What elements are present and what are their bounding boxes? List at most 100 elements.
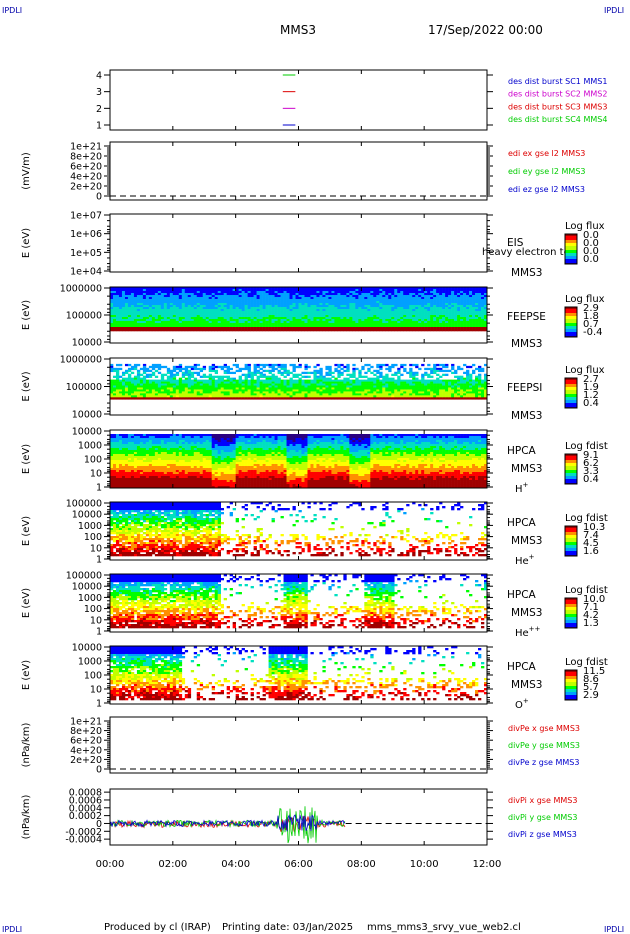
legend-entry: des dist burst SC3 MMS3 [508, 102, 607, 111]
colorbar-tick-label: 6.2 [583, 458, 599, 469]
spectrogram-feepse [110, 287, 488, 332]
colorbar [564, 233, 578, 265]
spacecraft-label: MMS3 [511, 535, 542, 547]
y-tick-label: 1000 [78, 441, 102, 452]
y-tick-label: 1 [96, 627, 102, 638]
instrument-label: HPCA [507, 445, 537, 457]
y-tick-label: 2e+20 [70, 182, 102, 193]
legend-entry: divPi y gse MMS3 [508, 813, 577, 822]
colorbar-tick-label: 0.4 [583, 398, 599, 409]
y-axis-label: E (eV) [21, 444, 32, 474]
divpi-series-z [109, 814, 346, 832]
y-axis-label: E (eV) [21, 516, 32, 546]
y-tick-label: 1 [96, 699, 102, 710]
x-tick-label: 04:00 [221, 859, 250, 870]
colorbar-tick-label: 1.3 [583, 618, 599, 629]
colorbar-title: Log flux [565, 221, 605, 232]
y-tick-label: 10 [90, 685, 102, 696]
colorbar-title: Log flux [565, 294, 605, 305]
panel-feepsi: 1000000 100000 10000 E (eV) FEEPSI MMS3 Log fl… [21, 355, 605, 423]
y-tick-label: 1e+07 [70, 211, 102, 222]
panels: 4 3 2 1 des dist burst SC1 MMS1 des dist burs… [21, 69, 608, 846]
y-tick-label: 100000 [66, 382, 102, 393]
y-axis-label: E (eV) [21, 228, 32, 258]
y-tick-label: 10000 [72, 582, 102, 593]
colorbar [564, 377, 578, 409]
corner-label-bottom-left: IPDLI [2, 925, 22, 934]
spectrogram-hpca_he1 [110, 502, 488, 557]
instrument-label: EIS [507, 237, 524, 249]
colorbar [564, 525, 578, 557]
species-label: O+ [515, 697, 529, 711]
instrument-label: HPCA [507, 589, 537, 601]
colorbar-title: Log fdist [565, 513, 608, 524]
colorbar-tick-label: 0.7 [583, 319, 599, 330]
y-tick-label: 0 [96, 765, 102, 776]
x-tick-label: 02:00 [158, 859, 187, 870]
panel-eis: 1e+07 1e+06 1e+05 1e+04 E (eV) EIS MMS3 heavy e… [21, 211, 605, 280]
instrument-label: HPCA [507, 661, 537, 673]
corner-label-top-left: IPDLI [2, 6, 22, 15]
y-tick-label: 10000 [72, 410, 102, 421]
y-tick-label: 8e+20 [70, 152, 102, 163]
colorbar-tick-label: 10.0 [583, 594, 605, 605]
legend-entry: des dist burst SC4 MMS4 [508, 115, 607, 124]
y-tick-label: 1000 [78, 593, 102, 604]
legend-entry: divPe y gse MMS3 [508, 741, 580, 750]
colorbar-tick-label: -0.4 [583, 327, 603, 338]
legend-entry: divPi z gse MMS3 [508, 830, 577, 839]
y-tick-label: 4e+20 [70, 172, 102, 183]
colorbar-tick-label: 1.6 [583, 546, 599, 557]
y-tick-label: 1e+05 [70, 248, 102, 259]
instrument-label: HPCA [507, 517, 537, 529]
y-axis-label: E (eV) [21, 588, 32, 618]
panel-hpca_o: 10000 1000 100 10 1 E (eV) HPCA MMS3 O+ Log fdist… [21, 643, 608, 712]
colorbar [564, 306, 578, 338]
legend-entry: divPi x gse MMS3 [508, 796, 577, 805]
colorbar-title: Log fdist [565, 585, 608, 596]
y-tick-label: 1000 [78, 521, 102, 532]
species-label: H+ [515, 481, 529, 495]
date-title: 17/Sep/2022 00:00 [428, 23, 543, 37]
colorbar-tick-label: 1.9 [583, 382, 599, 393]
y-tick-label: 1 [96, 555, 102, 566]
spectrogram-hpca_he2 [110, 574, 488, 629]
legend-entry: edi ey gse l2 MMS3 [508, 167, 586, 176]
y-tick-label: 1000 [78, 657, 102, 668]
y-tick-label: 6e+20 [70, 736, 102, 747]
y-tick-label: 100 [84, 455, 102, 466]
colorbar-tick-label: 0.0 [583, 238, 599, 249]
y-tick-label: 100000 [66, 499, 102, 510]
spacecraft-label: MMS3 [511, 410, 542, 422]
y-tick-label: 2e+20 [70, 755, 102, 766]
y-tick-label: 100 [84, 604, 102, 615]
y-tick-label: 1000000 [60, 284, 102, 295]
species-label: He+ [515, 553, 535, 567]
colorbar-tick-label: 2.7 [583, 374, 599, 385]
y-tick-label: 0.0002 [69, 811, 102, 822]
y-tick-label: 4 [96, 71, 102, 82]
y-tick-label: 0 [96, 819, 102, 830]
y-tick-label: 1e+06 [70, 229, 102, 240]
y-tick-label: 0 [96, 192, 102, 203]
colorbar-tick-label: 10.3 [583, 522, 605, 533]
x-tick-label: 00:00 [96, 859, 125, 870]
y-tick-label: 10 [90, 615, 102, 626]
colorbar-tick-label: 7.1 [583, 602, 599, 613]
colorbar-tick-label: 9.1 [583, 450, 599, 461]
colorbar-tick-label: 4.2 [583, 610, 599, 621]
colorbar-tick-label: 11.5 [583, 666, 605, 677]
legend-entry: divPe x gse MMS3 [508, 724, 580, 733]
panel-frame [109, 69, 488, 131]
spacecraft-label: MMS3 [511, 463, 542, 475]
panel-frame [109, 213, 488, 273]
colorbar [564, 453, 578, 485]
y-tick-label: 10000 [72, 510, 102, 521]
y-tick-label: 10000 [72, 338, 102, 349]
y-tick-label: 100 [84, 532, 102, 543]
colorbar-tick-label: 2.9 [583, 303, 599, 314]
y-tick-label: 100000 [66, 311, 102, 322]
